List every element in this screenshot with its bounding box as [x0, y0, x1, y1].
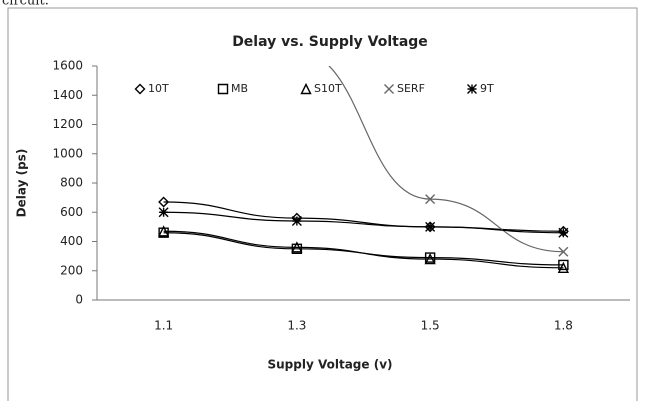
- y-tick-label: 800: [60, 176, 83, 190]
- marker: [217, 83, 229, 95]
- chart-frame: [7, 7, 638, 401]
- series-line: [328, 66, 564, 253]
- y-tick-label: 0: [75, 293, 83, 307]
- marker: [425, 194, 436, 205]
- marker: [558, 246, 569, 257]
- marker: [558, 227, 569, 238]
- y-tick-label: 1000: [52, 146, 83, 160]
- y-tick-label: 400: [60, 234, 83, 248]
- marker: [425, 221, 436, 232]
- series-line: [163, 201, 564, 232]
- series-line: [163, 230, 564, 269]
- legend-label: SERF: [397, 82, 425, 95]
- x-tick-label: 1.8: [554, 319, 573, 333]
- x-tick-label: 1.5: [421, 319, 440, 333]
- marker: [291, 216, 302, 227]
- legend-label: 9T: [480, 82, 494, 95]
- legend-label: S10T: [314, 82, 342, 95]
- marker: [467, 84, 477, 94]
- marker: [134, 83, 146, 95]
- y-tick-label: 600: [60, 205, 83, 219]
- marker: [300, 82, 312, 95]
- y-tick-label: 1600: [52, 59, 83, 73]
- series-line: [163, 211, 564, 234]
- marker: [158, 207, 169, 218]
- marker: [157, 225, 170, 237]
- x-tick-label: 1.3: [287, 319, 306, 333]
- x-axis-label: Supply Voltage (v): [268, 358, 393, 372]
- page-text: circuit.: [2, 0, 49, 9]
- chart-title: Delay vs. Supply Voltage: [232, 34, 428, 50]
- marker: [384, 84, 394, 94]
- y-axis-label: Delay (ps): [15, 149, 29, 218]
- marker: [158, 196, 170, 208]
- marker: [291, 241, 303, 253]
- marker: [557, 261, 570, 274]
- legend-label: MB: [231, 82, 248, 95]
- y-tick-label: 1200: [52, 117, 83, 131]
- plot-area: [157, 66, 570, 274]
- marker: [424, 252, 436, 265]
- legend-label: 10T: [148, 82, 169, 95]
- marker: [558, 259, 569, 271]
- y-tick-label: 200: [60, 263, 83, 277]
- x-tick-label: 1.1: [154, 319, 173, 333]
- y-tick-label: 1400: [52, 88, 83, 102]
